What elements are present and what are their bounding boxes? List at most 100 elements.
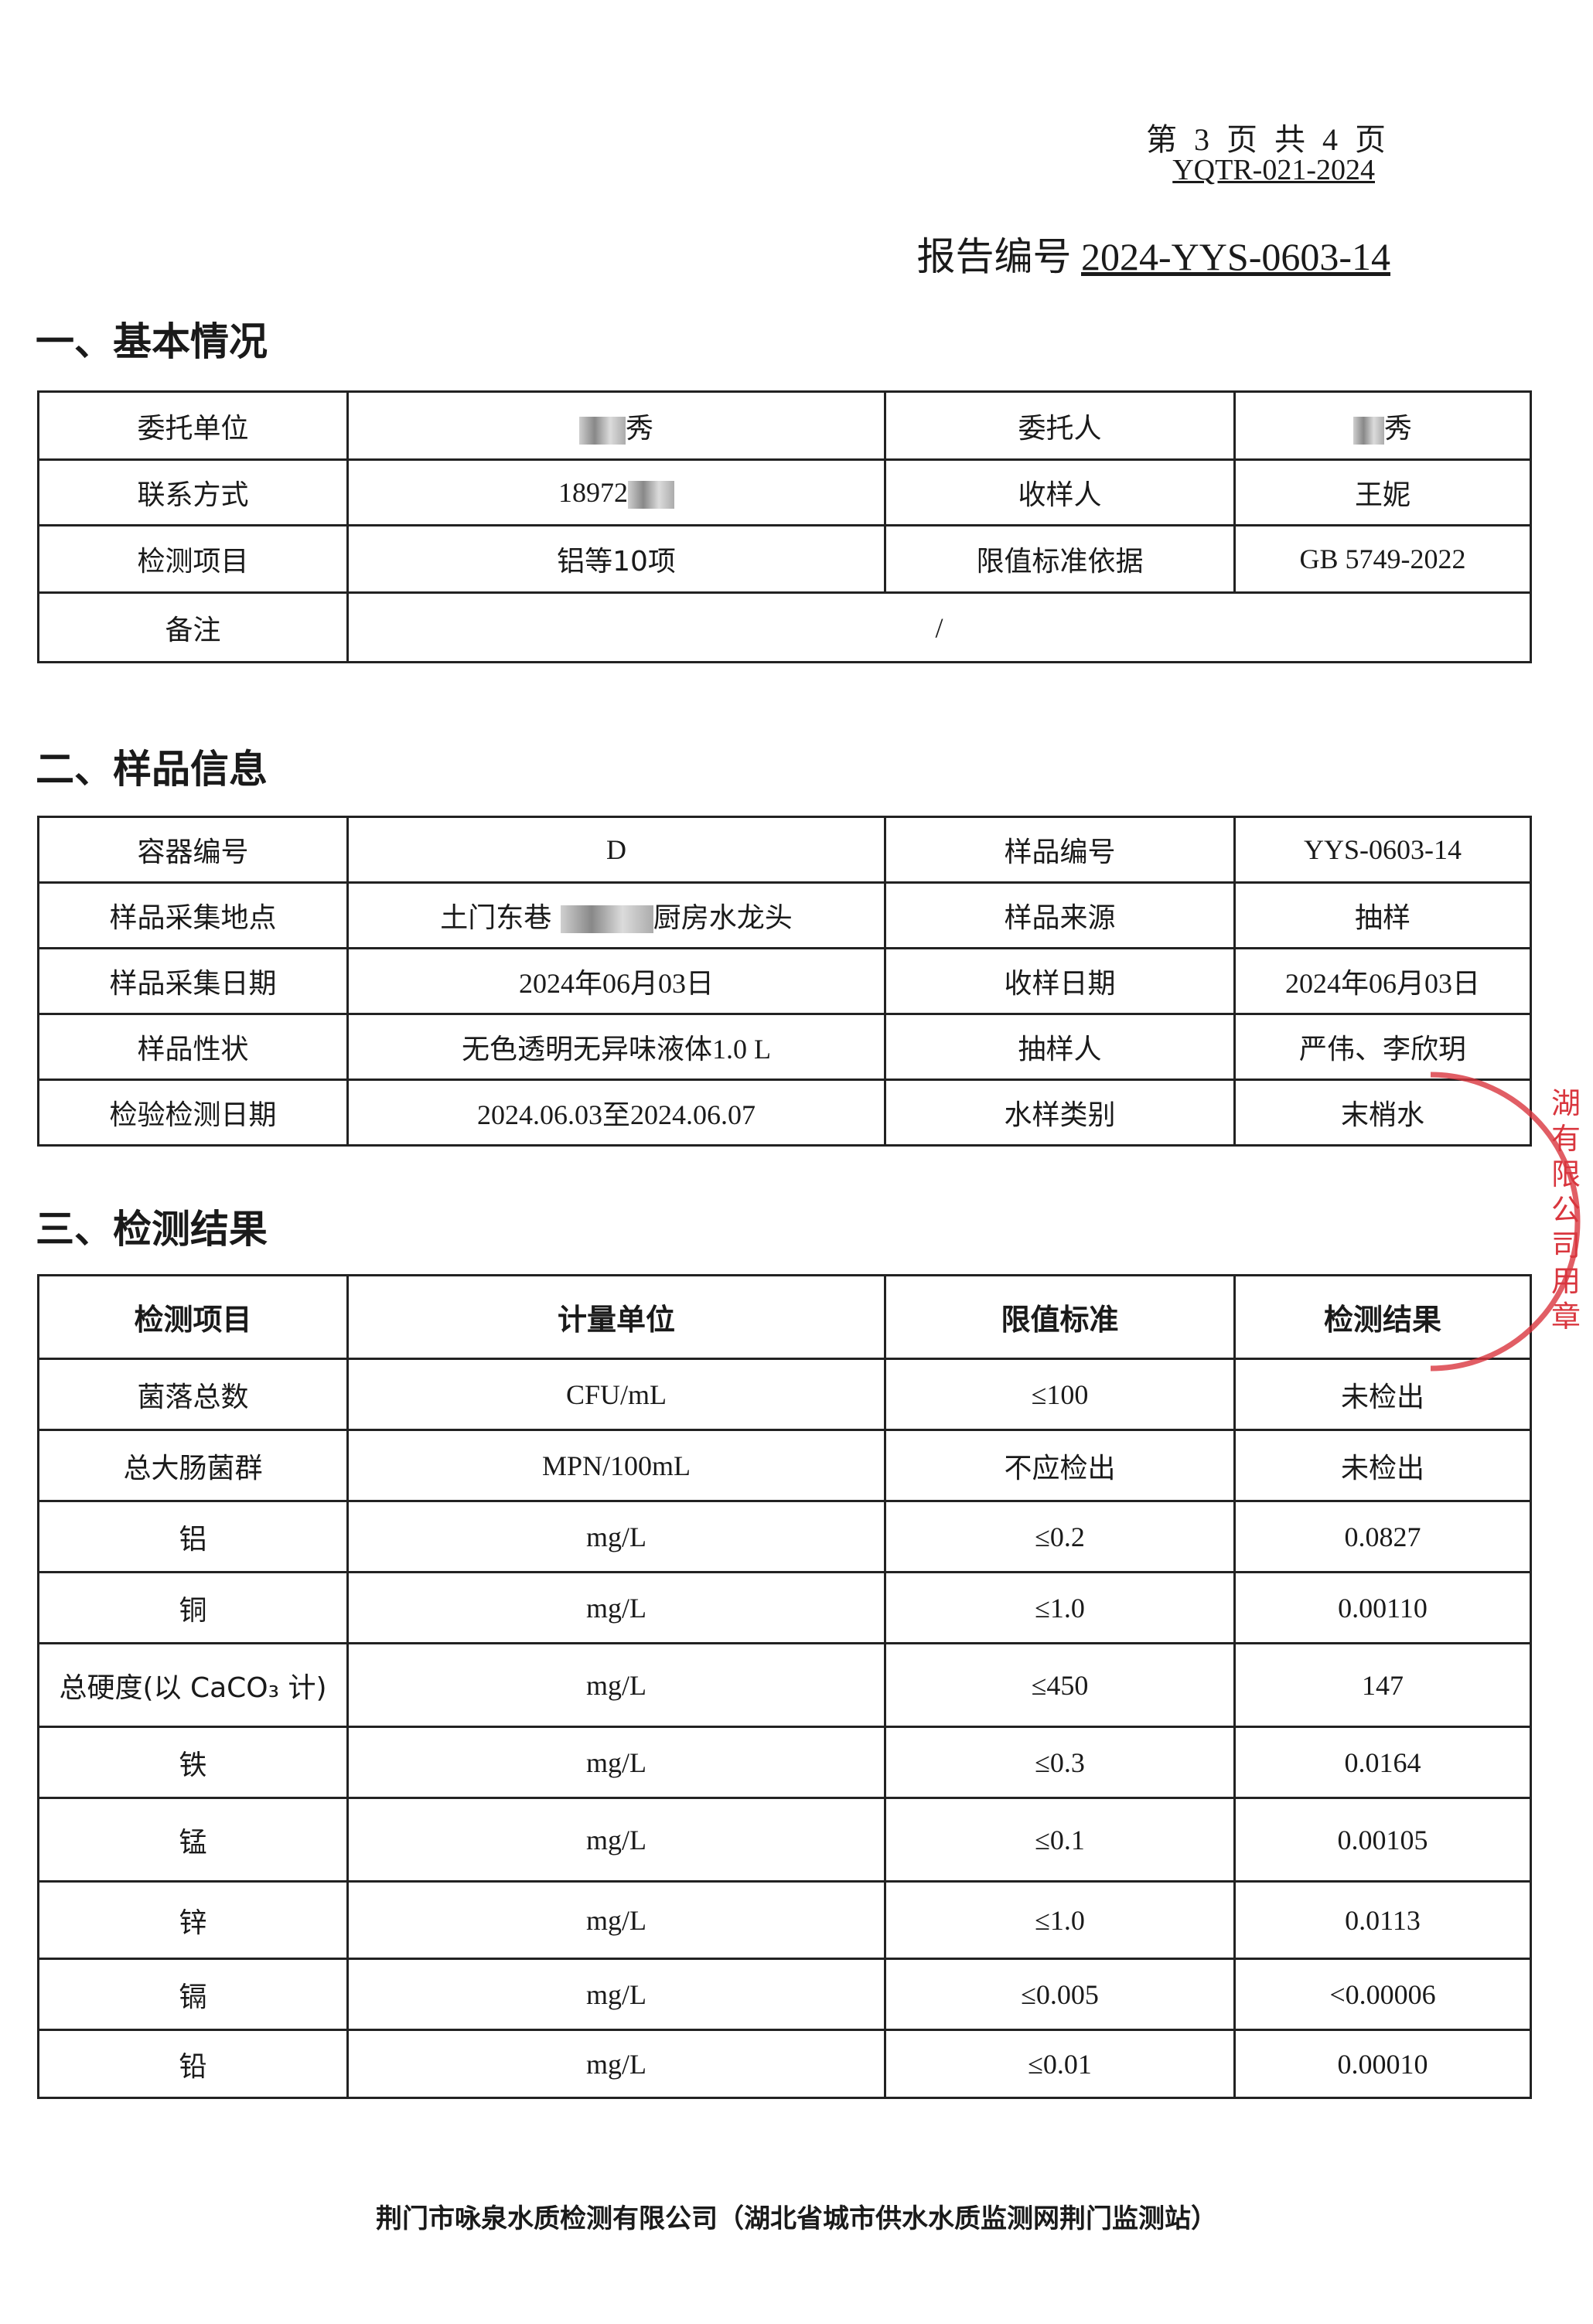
cell-result: 0.0827 [1233, 1500, 1532, 1573]
cell-unit: mg/L [346, 1571, 886, 1644]
items-label: 检测项目 [37, 524, 349, 594]
cell-result: <0.00006 [1233, 1958, 1532, 2031]
table-row: 铅 mg/L ≤0.01 0.00010 [37, 2029, 1532, 2099]
cell-item: 铅 [37, 2029, 349, 2099]
report-number-value: 2024-YYS-0603-14 [1081, 235, 1390, 278]
contact-value: 18972 [346, 458, 886, 526]
form-code: YQTR-021-2024 [1172, 154, 1375, 186]
cell-unit: mg/L [346, 2029, 886, 2099]
collect-date-value: 2024年06月03日 [346, 947, 886, 1015]
redacted-block [560, 905, 653, 933]
cell-limit: ≤0.01 [884, 2029, 1236, 2099]
standard-label: 限值标准依据 [884, 524, 1236, 594]
receive-date-value: 2024年06月03日 [1233, 947, 1532, 1015]
cell-unit: mg/L [346, 1958, 886, 2031]
cell-item: 锰 [37, 1797, 349, 1883]
redacted-block [628, 481, 674, 509]
page-info: 第 3 页 共 4 页 [1146, 122, 1390, 157]
cell-limit: 不应检出 [884, 1429, 1236, 1502]
client-unit-text: 秀 [625, 412, 653, 444]
table-row: 总大肠菌群 MPN/100mL 不应检出 未检出 [37, 1429, 1532, 1502]
cell-limit: ≤0.2 [884, 1500, 1236, 1573]
cell-limit: ≤0.005 [884, 1958, 1236, 2031]
stamp-char: 司 [1551, 1228, 1581, 1263]
receiver-value: 王妮 [1233, 458, 1532, 526]
client-unit-label: 委托单位 [37, 390, 349, 461]
source-value: 抽样 [1233, 881, 1532, 949]
location-suffix: 厨房水龙头 [653, 902, 793, 934]
client-label: 委托人 [884, 390, 1236, 461]
cell-item: 铜 [37, 1571, 349, 1644]
cell-result: 0.00010 [1233, 2029, 1532, 2099]
header-limit: 限值标准 [884, 1274, 1236, 1360]
test-date-value: 2024.06.03至2024.06.07 [346, 1079, 886, 1147]
report-number-label: 报告编号 [916, 235, 1072, 278]
standard-value: GB 5749-2022 [1233, 524, 1532, 594]
collect-date-label: 样品采集日期 [37, 947, 349, 1015]
table-row: 菌落总数 CFU/mL ≤100 未检出 [37, 1358, 1532, 1431]
source-label: 样品来源 [884, 881, 1236, 949]
container-value: D [346, 816, 886, 884]
cell-result: 0.0164 [1233, 1726, 1532, 1799]
sampler-value: 严伟、李欣玥 [1233, 1013, 1532, 1081]
cell-item: 铁 [37, 1726, 349, 1799]
appearance-label: 样品性状 [37, 1013, 349, 1081]
location-value: 土门东巷 厨房水龙头 [346, 881, 886, 949]
stamp-ring [1431, 1072, 1581, 1372]
stamp-char: 用 [1551, 1264, 1581, 1298]
table-row: 铝 mg/L ≤0.2 0.0827 [37, 1500, 1532, 1573]
cell-item: 锌 [37, 1880, 349, 1960]
location-label: 样品采集地点 [37, 881, 349, 949]
items-value: 铝等10项 [346, 524, 886, 594]
header-item: 检测项目 [37, 1274, 349, 1360]
receive-date-label: 收样日期 [884, 947, 1236, 1015]
stamp-char: 湖 [1551, 1086, 1581, 1120]
client-value: 秀 [1233, 390, 1532, 461]
contact-text: 18972 [558, 476, 628, 508]
appearance-value: 无色透明无异味液体1.0 L [346, 1013, 886, 1081]
cell-limit: ≤100 [884, 1358, 1236, 1431]
cell-limit: ≤0.1 [884, 1797, 1236, 1883]
section-title-results: 三、检测结果 [36, 1207, 268, 1252]
cell-item: 铝 [37, 1500, 349, 1573]
cell-result: 0.00105 [1233, 1797, 1532, 1883]
footer-company: 荆门市咏泉水质检测有限公司（湖北省城市供水水质监测网荆门监测站） [376, 2203, 1217, 2234]
cell-item: 总大肠菌群 [37, 1429, 349, 1502]
header-result: 检测结果 [1233, 1274, 1532, 1360]
contact-label: 联系方式 [37, 458, 349, 526]
table-row: 铜 mg/L ≤1.0 0.00110 [37, 1571, 1532, 1644]
section-title-basic: 一、基本情况 [36, 319, 268, 364]
cell-unit: mg/L [346, 1642, 886, 1728]
cell-unit: mg/L [346, 1726, 886, 1799]
table-row: 铁 mg/L ≤0.3 0.0164 [37, 1726, 1532, 1799]
remark-label: 备注 [37, 591, 349, 663]
cell-limit: ≤450 [884, 1642, 1236, 1728]
container-label: 容器编号 [37, 816, 349, 884]
basic-info-table: 委托单位 秀 委托人 秀 联系方式 18972 收样人 王妮 检测项目 铝等10… [37, 390, 1532, 663]
cell-result: 未检出 [1233, 1358, 1532, 1431]
location-prefix: 土门东巷 [440, 902, 552, 934]
stamp-char: 公 [1551, 1193, 1581, 1227]
cell-limit: ≤0.3 [884, 1726, 1236, 1799]
table-row: 总硬度(以 CaCO₃ 计) mg/L ≤450 147 [37, 1642, 1532, 1728]
header-unit: 计量单位 [346, 1274, 886, 1360]
client-text: 秀 [1383, 412, 1412, 444]
cell-unit: mg/L [346, 1880, 886, 1960]
section-title-sample: 二、样品信息 [36, 747, 268, 792]
redacted-block [1353, 417, 1384, 445]
cell-unit: MPN/100mL [346, 1429, 886, 1502]
receiver-label: 收样人 [884, 458, 1236, 526]
cell-limit: ≤1.0 [884, 1571, 1236, 1644]
table-row: 锌 mg/L ≤1.0 0.0113 [37, 1880, 1532, 1960]
sample-no-value: YYS-0603-14 [1233, 816, 1532, 884]
cell-result: 未检出 [1233, 1429, 1532, 1502]
test-date-label: 检验检测日期 [37, 1079, 349, 1147]
redacted-block [578, 417, 626, 445]
table-row: 锰 mg/L ≤0.1 0.00105 [37, 1797, 1532, 1883]
sampler-label: 抽样人 [884, 1013, 1236, 1081]
water-type-label: 水样类别 [884, 1079, 1236, 1147]
water-type-value: 末梢水 [1233, 1079, 1532, 1147]
cell-result: 0.0113 [1233, 1880, 1532, 1960]
cell-unit: mg/L [346, 1797, 886, 1883]
